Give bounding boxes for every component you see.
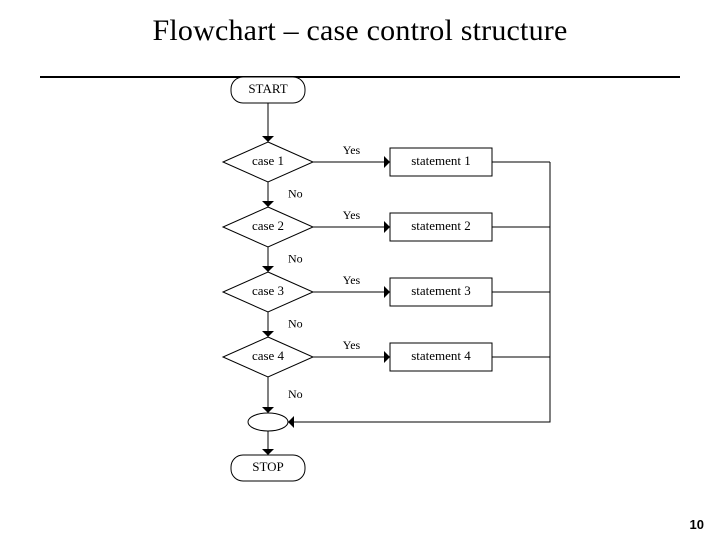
svg-text:case 1: case 1	[252, 153, 284, 168]
svg-text:statement 2: statement 2	[411, 218, 471, 233]
title-suffix: control structure	[359, 14, 568, 47]
page-number: 10	[690, 517, 704, 532]
svg-text:Yes: Yes	[343, 273, 361, 287]
title-case-word: case	[307, 14, 359, 47]
svg-text:statement 3: statement 3	[411, 283, 471, 298]
svg-text:case 2: case 2	[252, 218, 284, 233]
svg-text:Yes: Yes	[343, 208, 361, 222]
svg-text:case 4: case 4	[252, 348, 285, 363]
svg-text:No: No	[288, 187, 303, 201]
svg-text:No: No	[288, 387, 303, 401]
svg-text:statement 4: statement 4	[411, 348, 471, 363]
svg-text:START: START	[248, 81, 287, 96]
svg-text:No: No	[288, 252, 303, 266]
flowchart-diagram: START case 1 Yes statement 1 No case 2 Yes stat…	[150, 70, 610, 500]
flowchart-svg: START case 1 Yes statement 1 No case 2 Yes stat…	[150, 70, 610, 500]
svg-text:statement 1: statement 1	[411, 153, 471, 168]
svg-text:STOP: STOP	[252, 459, 284, 474]
title-prefix: Flowchart –	[152, 14, 306, 47]
svg-text:case 3: case 3	[252, 283, 284, 298]
svg-text:Yes: Yes	[343, 338, 361, 352]
svg-text:No: No	[288, 317, 303, 331]
svg-text:Yes: Yes	[343, 143, 361, 157]
